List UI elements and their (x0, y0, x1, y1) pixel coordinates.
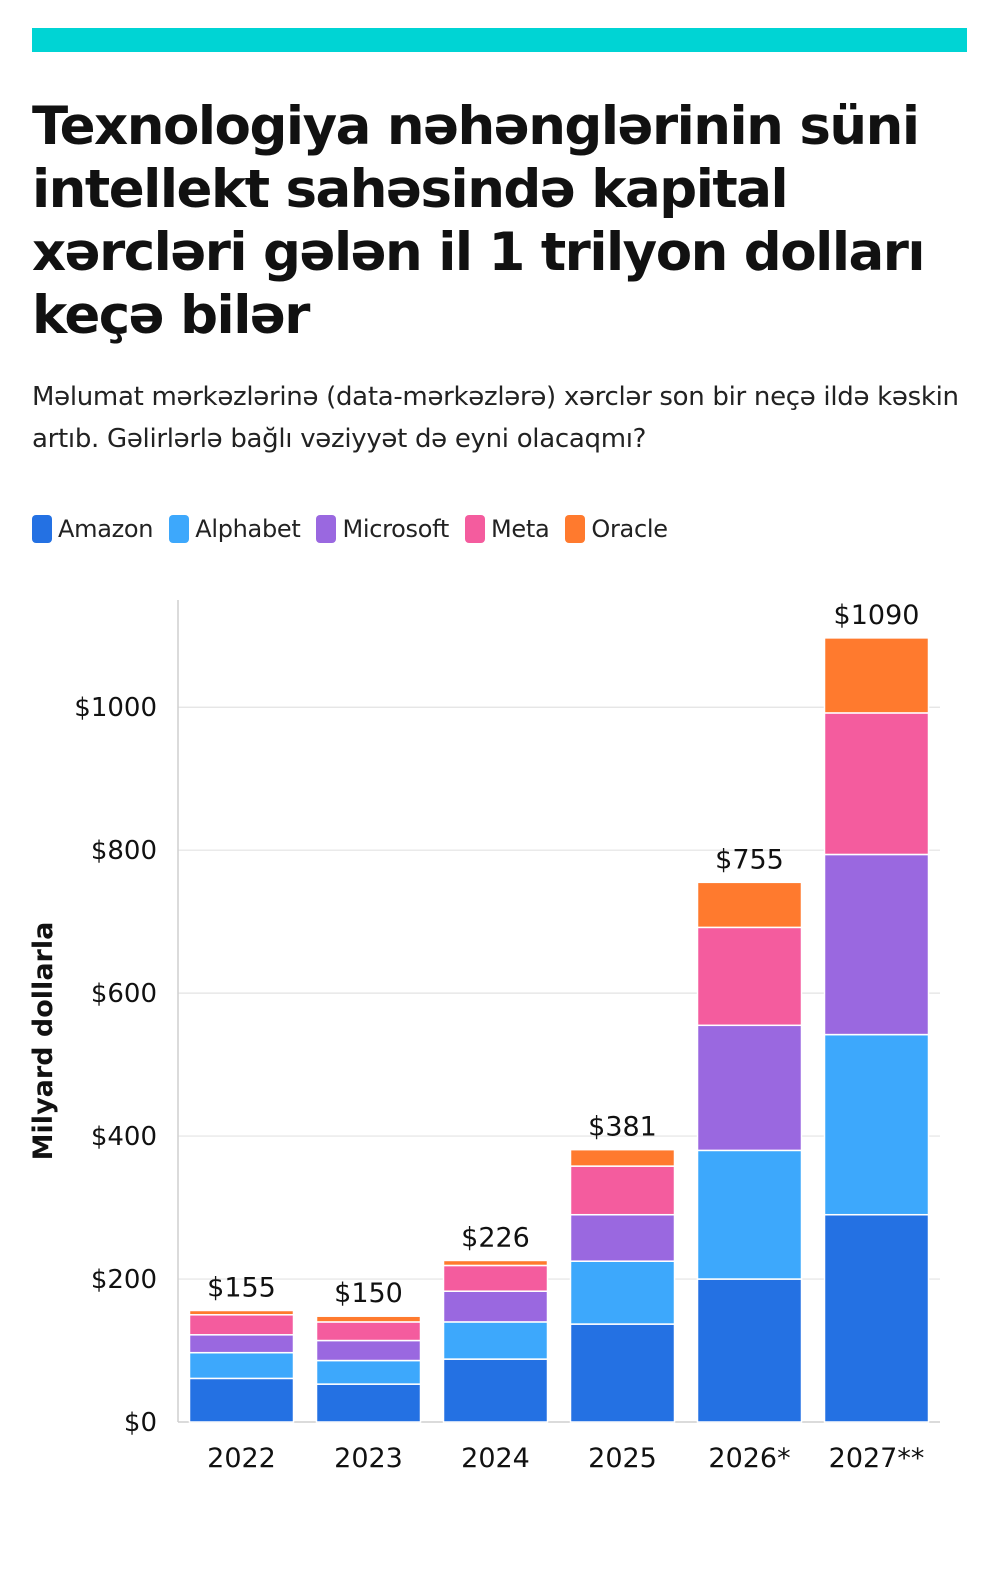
stacked-bar-chart: $0 $200 $400 $600 $800 $1000 Milyard dollarla $… (28, 600, 940, 1474)
bar-segment-alphabet (696, 1149, 803, 1280)
bar-segment-microsoft (188, 1334, 295, 1354)
y-tick-label: $600 (91, 979, 157, 1009)
bar-segment-meta (188, 1314, 295, 1336)
y-axis-title: Milyard dollarla (28, 922, 59, 1161)
bar-segment-amazon (442, 1358, 549, 1423)
bar-segment-alphabet (442, 1321, 549, 1360)
legend-item-alphabet: Alphabet (169, 515, 301, 543)
bar-segment-alphabet (315, 1359, 422, 1385)
x-tick-label: 2026* (708, 1443, 790, 1474)
bar-segment-oracle (188, 1309, 295, 1316)
x-tick-label: 2025 (588, 1443, 657, 1474)
legend-swatch (464, 515, 485, 543)
y-tick-label: $400 (91, 1122, 157, 1152)
bar-segment-amazon (569, 1323, 676, 1423)
bar-segment-alphabet (188, 1351, 295, 1380)
bar-segment-microsoft (823, 853, 930, 1036)
legend-item-microsoft: Microsoft (316, 515, 449, 543)
legend-swatch (169, 515, 190, 543)
bar-segment-oracle (569, 1148, 676, 1167)
legend-swatch (32, 515, 52, 543)
bar-segment-alphabet (823, 1033, 930, 1216)
bar-segment-oracle (696, 881, 803, 929)
bar-segment-microsoft (315, 1339, 422, 1362)
bar-total-label: $755 (715, 844, 784, 875)
chart-subtitle: Məlumat mərkəzlərinə (data-mərkəzlərə) x… (32, 382, 959, 454)
y-tick-label: $1000 (74, 693, 157, 723)
legend-label: Meta (490, 515, 550, 543)
y-tick-label: $0 (124, 1408, 157, 1438)
y-tick-label: $200 (91, 1265, 157, 1295)
x-tick-label: 2024 (461, 1443, 530, 1474)
bar-segment-amazon (823, 1213, 930, 1423)
legend-label: Amazon (58, 515, 154, 543)
y-tick-label: $800 (91, 836, 157, 866)
bar-total-label: $150 (334, 1278, 403, 1309)
bar-total-label: $381 (588, 1112, 657, 1143)
legend-swatch (316, 515, 337, 543)
accent-bar (32, 28, 967, 52)
legend: Amazon Alphabet Microsoft Meta Oracle (32, 511, 668, 547)
bar-segment-oracle (823, 637, 930, 714)
bar-total-label: $226 (461, 1222, 530, 1253)
bar-segment-microsoft (696, 1024, 803, 1152)
legend-item-meta: Meta (464, 515, 550, 543)
bar-segment-oracle (442, 1259, 549, 1267)
bar-segment-oracle (315, 1315, 422, 1323)
bar-segment-amazon (188, 1377, 295, 1423)
legend-label: Microsoft (342, 515, 449, 543)
bar-segment-alphabet (569, 1260, 676, 1325)
chart-title: Texnologiya nəhənglərinin süni intellekt… (32, 96, 926, 346)
legend-item-amazon: Amazon (32, 515, 154, 543)
legend-label: Oracle (591, 515, 668, 543)
bar-segment-meta (696, 926, 803, 1027)
bar-segment-amazon (696, 1278, 803, 1423)
bar-total-label: $1090 (834, 600, 920, 631)
bar-total-label: $155 (207, 1272, 276, 1303)
bar-segment-meta (442, 1264, 549, 1292)
legend-item-oracle: Oracle (565, 515, 668, 543)
bar-segment-microsoft (569, 1213, 676, 1262)
bar-segment-microsoft (442, 1290, 549, 1323)
legend-label: Alphabet (195, 515, 301, 543)
bar-segment-amazon (315, 1383, 422, 1423)
bar-segment-meta (315, 1321, 422, 1342)
bar-segment-meta (569, 1165, 676, 1216)
x-tick-label: 2023 (334, 1443, 403, 1474)
bar-segment-meta (823, 712, 930, 856)
x-tick-label: 2027** (829, 1443, 925, 1474)
legend-swatch (565, 515, 586, 543)
x-tick-label: 2022 (207, 1443, 276, 1474)
